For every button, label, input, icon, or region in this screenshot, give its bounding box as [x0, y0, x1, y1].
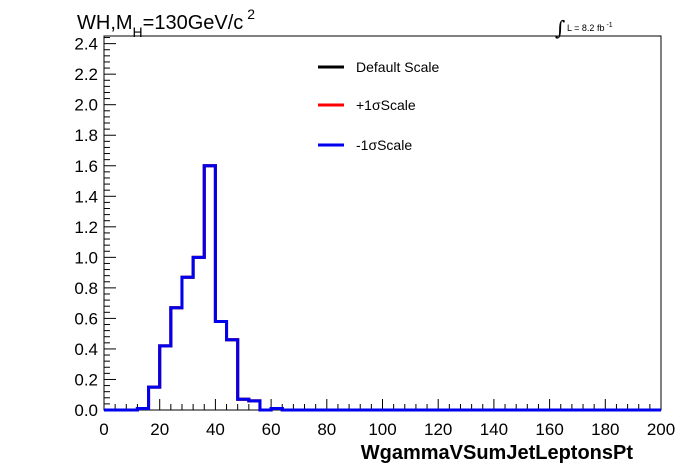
- title-part-b: =130GeV/c: [143, 12, 244, 34]
- y-tick-label: 1.2: [74, 218, 98, 237]
- x-tick-label: 20: [150, 420, 169, 439]
- x-tick-label: 80: [317, 420, 336, 439]
- integral-sign-icon: ∫: [555, 16, 565, 40]
- y-tick-label: 2.0: [74, 96, 98, 115]
- legend-label-2: +1σScale: [356, 97, 416, 113]
- y-tick-label: 1.6: [74, 157, 98, 176]
- lumi-superscript: -1: [606, 22, 612, 29]
- y-tick-label: 0.8: [74, 279, 98, 298]
- y-tick-label: 0.2: [74, 370, 98, 389]
- x-axis: 0 20 40 60 80 100 120 140 160 180 200: [99, 399, 675, 439]
- y-axis: 0.0 0.2 0.4 0.6 0.8 1.0 1.2 1.4 1.6 1.8 2.0 2.2 2.4: [74, 35, 116, 420]
- x-tick-label: 40: [206, 420, 225, 439]
- y-tick-label: 0.6: [74, 309, 98, 328]
- x-axis-label: WgammaVSumJetLeptonsPt: [361, 442, 634, 464]
- series-line-2: [104, 164, 661, 412]
- x-tick-label: 200: [647, 420, 675, 439]
- histogram-series: [104, 164, 661, 412]
- legend: Default Scale +1σScale -1σScale: [318, 59, 439, 153]
- x-tick-label: 100: [368, 420, 396, 439]
- series-line-3: [104, 164, 661, 412]
- legend-label-1: Default Scale: [356, 59, 439, 75]
- svg-text:L = 8.2 fb-1: L = 8.2 fb -1: [567, 22, 613, 33]
- y-tick-label: 0.4: [74, 340, 98, 359]
- lumi-label: L = 8.2 fb: [567, 23, 604, 33]
- title-part-a: WH,M: [77, 12, 133, 34]
- x-tick-label: 180: [591, 420, 619, 439]
- plot-title: WH,MH=130GeV/c 2: [77, 6, 255, 40]
- y-tick-label: 1.0: [74, 248, 98, 267]
- x-tick-label: 60: [262, 420, 281, 439]
- title-superscript: 2: [247, 6, 255, 22]
- y-tick-label: 2.4: [74, 35, 98, 54]
- legend-label-3: -1σScale: [356, 137, 412, 153]
- y-tick-label: 2.2: [74, 65, 98, 84]
- y-tick-label: 1.8: [74, 126, 98, 145]
- x-tick-label: 140: [480, 420, 508, 439]
- plot-frame: [103, 35, 662, 411]
- luminosity-annotation: ∫ L = 8.2 fb -1: [555, 16, 613, 40]
- series-line-1: [104, 164, 661, 412]
- title-subscript: H: [133, 24, 143, 40]
- x-tick-label: 120: [424, 420, 452, 439]
- x-tick-label: 0: [99, 420, 108, 439]
- x-tick-label: 160: [535, 420, 563, 439]
- y-tick-label: 1.4: [74, 187, 98, 206]
- y-tick-label: 0.0: [74, 401, 98, 420]
